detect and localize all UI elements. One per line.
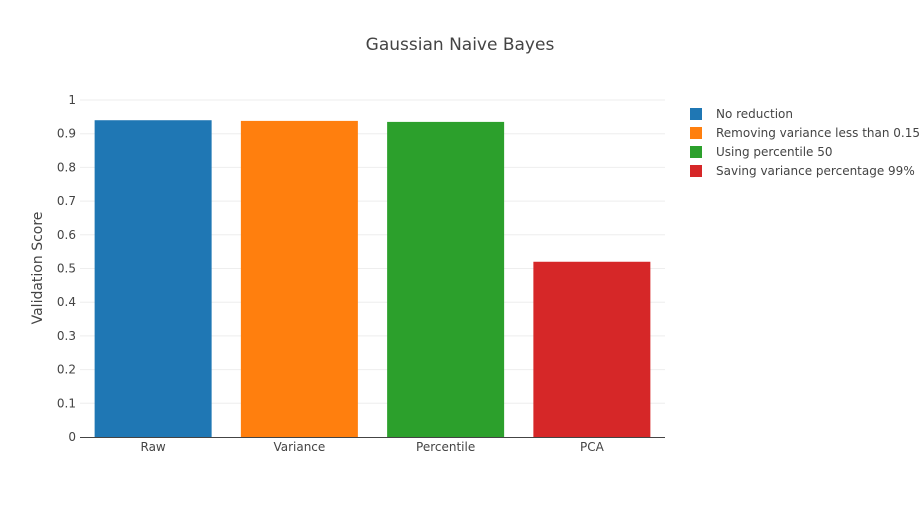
y-tick-label: 0.5 [57, 262, 76, 276]
y-tick-label: 0.4 [57, 295, 76, 309]
x-tick-label: Variance [273, 440, 325, 454]
bar-pca [533, 261, 651, 437]
y-tick-label: 0.8 [57, 160, 76, 174]
y-tick-label: 1 [68, 93, 76, 107]
y-tick-label: 0.9 [57, 127, 76, 141]
legend-swatch [690, 165, 702, 177]
y-tick-label: 0.1 [57, 396, 76, 410]
y-tick-label: 0.2 [57, 363, 76, 377]
y-tick-label: 0.7 [57, 194, 76, 208]
y-tick-label: 0 [68, 430, 76, 444]
x-tick-label: Raw [141, 440, 166, 454]
chart-title: Gaussian Naive Bayes [366, 35, 555, 55]
legend-entry: Saving variance percentage 99% [716, 164, 915, 178]
bar-raw [94, 120, 212, 437]
x-tick-label: Percentile [416, 440, 475, 454]
bar-variance [240, 120, 358, 438]
y-axis-ticks: 0 0.1 0.2 0.3 0.4 0.5 0.6 0.7 0.8 0.9 1 [57, 93, 76, 444]
bar-percentile [387, 121, 505, 437]
y-tick-label: 0.6 [57, 228, 76, 242]
legend-entry: Removing variance less than 0.15 [716, 126, 920, 140]
legend-entry: Using percentile 50 [716, 145, 833, 159]
legend-swatch [690, 146, 702, 158]
legend-entry: No reduction [716, 107, 793, 121]
y-axis-title: Validation Score [30, 212, 46, 325]
y-tick-label: 0.3 [57, 329, 76, 343]
x-axis-ticks: Raw Variance Percentile PCA [141, 440, 605, 454]
legend: No reduction Removing variance less than … [690, 107, 920, 178]
x-tick-label: PCA [580, 440, 605, 454]
bars [94, 120, 651, 438]
legend-swatch [690, 127, 702, 139]
legend-swatch [690, 108, 702, 120]
